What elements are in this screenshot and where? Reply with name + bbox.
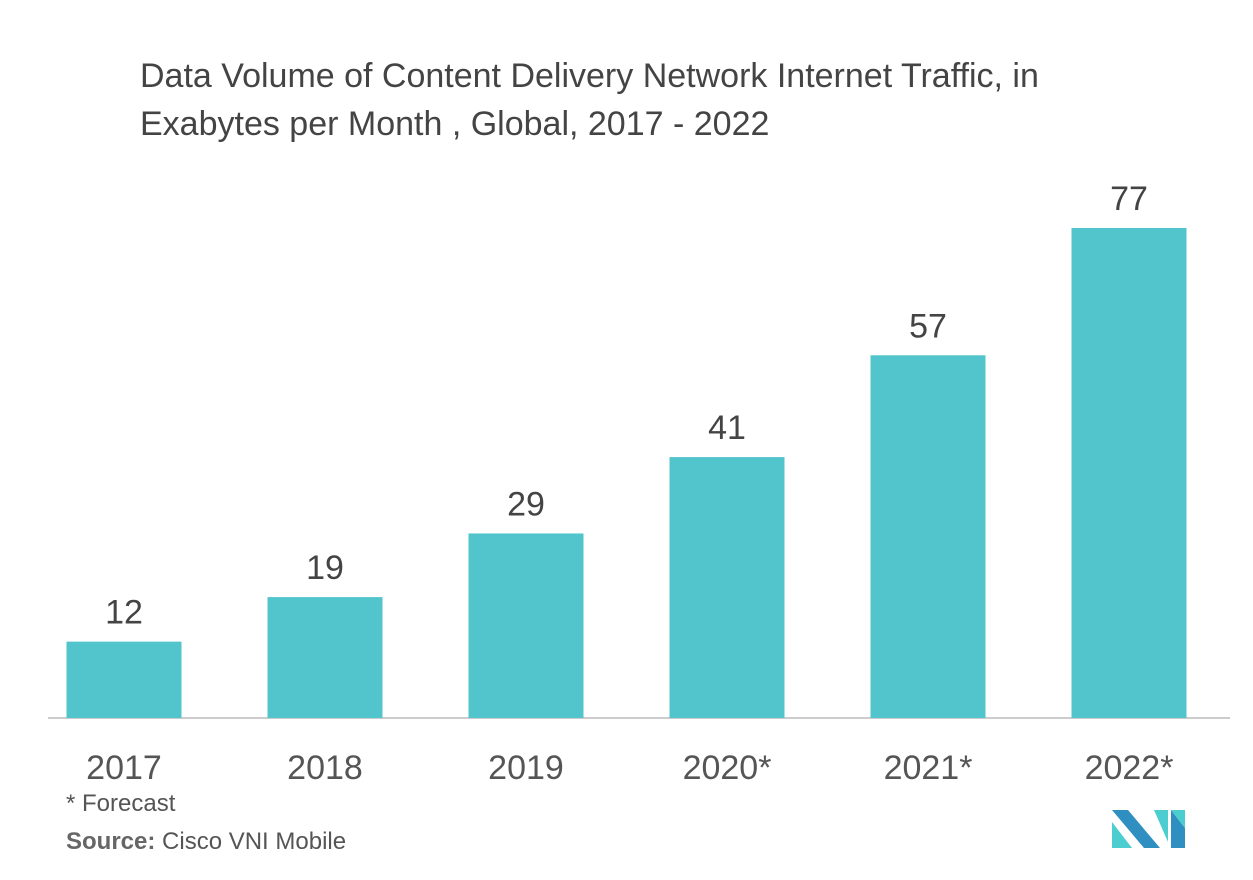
- source-note: Source: Cisco VNI Mobile: [66, 828, 346, 856]
- bar: [66, 641, 182, 718]
- chart-title: Data Volume of Content Delivery Network …: [140, 57, 1039, 143]
- data-label: 12: [105, 594, 143, 632]
- data-label: 77: [1110, 180, 1148, 218]
- forecast-footnote: * Forecast: [66, 790, 176, 817]
- data-label: 29: [507, 485, 545, 523]
- x-tick-label: 2021*: [884, 749, 973, 787]
- x-tick-label: 2018: [287, 749, 363, 787]
- x-tick-label: 2017: [86, 749, 162, 787]
- bar-chart: 12 2017 19 2018 29 2019 41 2020* 57 2021* 77 2022*: [48, 180, 1230, 787]
- bar: [267, 597, 383, 718]
- x-tick-label: 2022*: [1085, 749, 1174, 787]
- data-label: 19: [306, 549, 344, 587]
- bar: [870, 355, 986, 718]
- bar: [1071, 228, 1187, 718]
- source-label: Source:: [66, 828, 156, 855]
- data-label: 41: [708, 409, 746, 447]
- bar: [468, 533, 584, 718]
- data-label: 57: [909, 307, 947, 345]
- source-text: Cisco VNI Mobile: [162, 828, 347, 855]
- x-tick-label: 2020*: [683, 749, 772, 787]
- logo-icon: [1112, 810, 1185, 848]
- bar: [669, 457, 785, 718]
- x-tick-label: 2019: [488, 749, 564, 787]
